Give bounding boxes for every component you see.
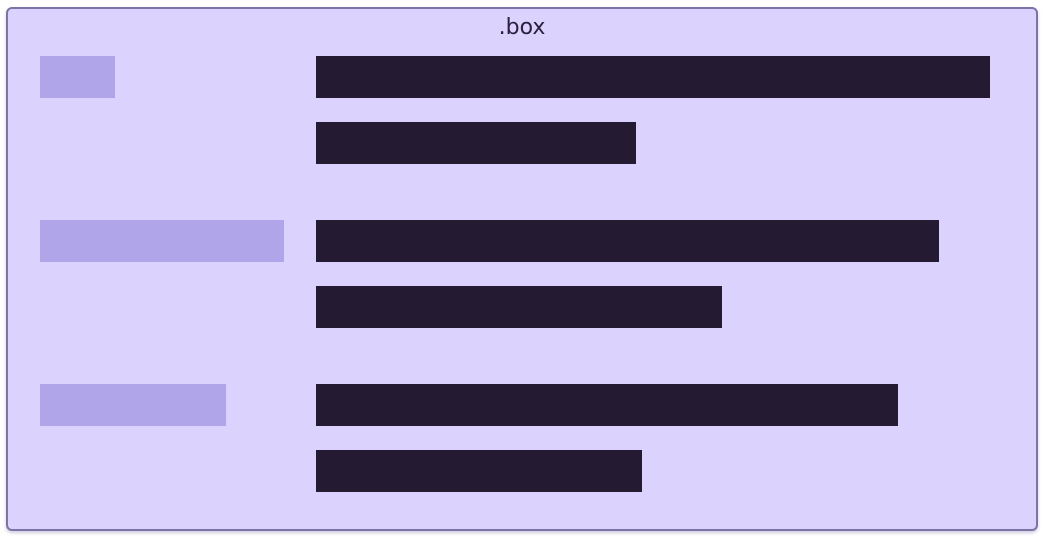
group-1-content-line-2 bbox=[316, 122, 636, 164]
group-3-content-line-2 bbox=[316, 450, 642, 492]
group-2-content-line-1 bbox=[316, 220, 939, 262]
group-2-label-placeholder bbox=[40, 220, 284, 262]
group-3-label-placeholder bbox=[40, 384, 226, 426]
box-label: .box bbox=[498, 15, 546, 40]
group-2-content-line-2 bbox=[316, 286, 722, 328]
box-container: .box bbox=[6, 7, 1038, 531]
group-3-content-line-1 bbox=[316, 384, 898, 426]
group-1-label-placeholder bbox=[40, 56, 115, 98]
group-1-content-line-1 bbox=[316, 56, 990, 98]
